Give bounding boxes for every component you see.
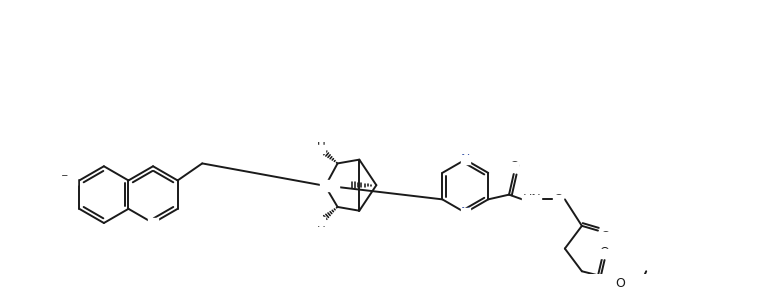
Bar: [316, 217, 325, 225]
Text: F: F: [61, 174, 68, 187]
Text: HN: HN: [321, 179, 340, 192]
Bar: [62, 176, 77, 185]
Text: O: O: [553, 193, 563, 206]
Text: N: N: [321, 180, 330, 193]
Bar: [461, 155, 470, 164]
Bar: [600, 249, 609, 258]
Bar: [522, 194, 541, 204]
Bar: [316, 145, 325, 153]
Text: N: N: [461, 206, 470, 219]
Bar: [509, 162, 519, 172]
Text: H: H: [317, 216, 326, 229]
Text: N: N: [148, 216, 158, 229]
Bar: [461, 208, 470, 217]
Bar: [321, 181, 330, 191]
Text: O: O: [615, 277, 625, 289]
Text: O: O: [600, 246, 610, 259]
Text: O: O: [601, 230, 610, 243]
Text: O: O: [509, 160, 519, 173]
Text: H: H: [317, 141, 326, 154]
Bar: [601, 231, 610, 241]
Text: HN: HN: [522, 193, 541, 206]
Bar: [148, 218, 158, 228]
Bar: [554, 194, 563, 204]
Bar: [320, 180, 338, 190]
Text: N: N: [461, 153, 470, 166]
Bar: [615, 279, 624, 288]
